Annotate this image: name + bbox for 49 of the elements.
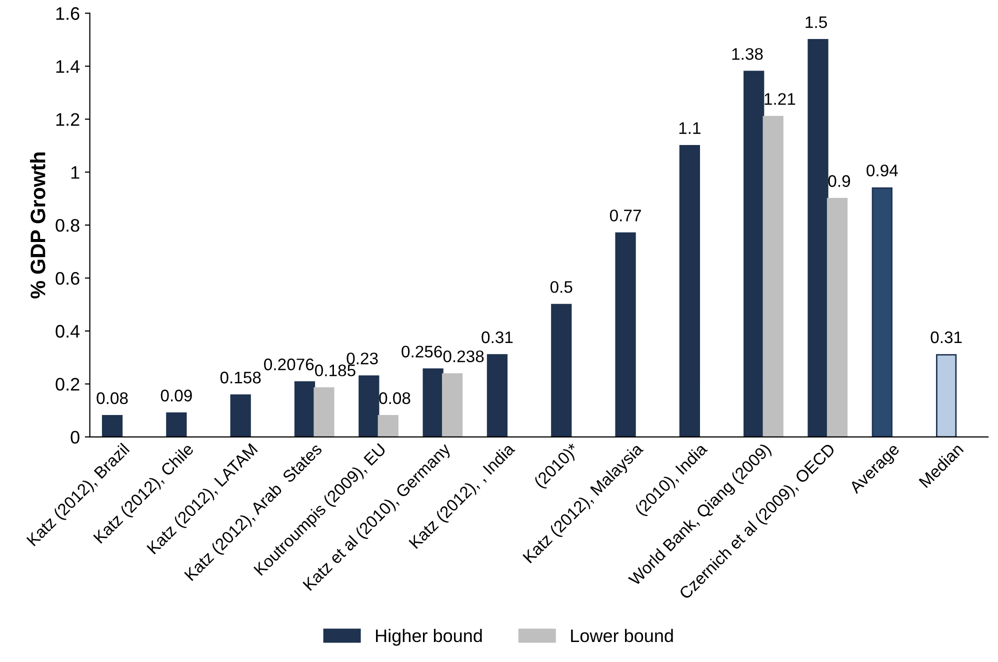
data-label: 0.08 [96,392,128,404]
data-label: 0.31 [482,331,513,344]
data-label: 1.38 [732,48,763,60]
bar [422,368,444,437]
y-tick-label: 1.4 [56,60,80,73]
data-label: 0.5 [550,281,572,293]
bar [294,381,316,437]
data-label: 0.08 [379,392,410,404]
data-label: 0.23 [346,352,378,364]
data-label: 1.1 [679,122,700,134]
data-label: 1.5 [806,16,827,28]
bar [679,144,700,437]
data-label: 0.2076 [264,358,314,370]
data-label: 0.238 [443,350,484,362]
data-label: 0.31 [930,331,962,344]
legend-label: Lower bound [571,628,673,642]
bar [486,354,508,437]
bar [808,39,828,437]
y-tick-label: 0.6 [56,272,80,285]
bar [166,412,187,437]
data-label: 0.77 [610,210,641,222]
bar [358,375,380,437]
data-label: 0.09 [160,390,192,402]
bar [936,354,957,437]
data-label: 0.158 [220,372,261,384]
data-label: 0.185 [315,364,356,376]
y-axis-title: % GDP Growth [30,152,46,298]
y-tick-label: 1.2 [56,113,80,126]
y-tick-label: 0 [70,430,80,444]
bar [102,415,123,437]
bar [442,373,463,437]
data-label: 0.256 [402,346,442,358]
y-tick-label: 1.6 [56,7,80,20]
bar [826,198,848,437]
bar [314,387,334,437]
y-tick-label: 0.4 [56,324,80,338]
bar [762,116,784,437]
data-label: 0.94 [866,164,898,176]
bar [872,187,892,437]
bar [378,415,398,437]
legend-label: Higher bound [376,628,482,646]
bar [744,70,764,437]
y-tick-label: 1 [71,166,80,179]
data-label: 1.21 [764,93,796,105]
bar [230,394,251,437]
bar [615,232,636,437]
y-tick-label: 0.8 [56,219,80,232]
bar [551,304,572,437]
y-tick-label: 0.2 [56,378,80,391]
